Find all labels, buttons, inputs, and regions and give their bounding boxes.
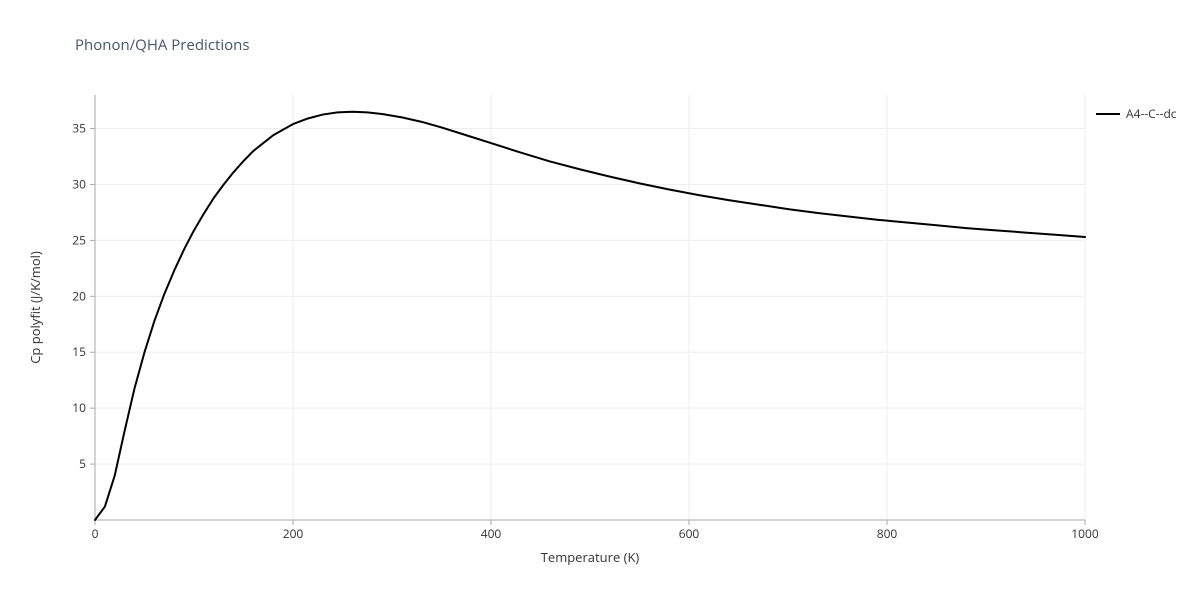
tick-label-x: 400 (481, 525, 502, 542)
tick-label-x: 800 (877, 525, 898, 542)
y-axis-title: Cp polyfit (J/K/mol) (26, 251, 44, 364)
tick-label-x: 200 (283, 525, 304, 542)
tick-label-x: 0 (92, 525, 99, 542)
tick-label-y: 35 (72, 120, 86, 137)
tick-label-y: 15 (72, 343, 86, 360)
legend-swatch (1096, 113, 1120, 115)
legend: A4--C--dc (1096, 105, 1177, 122)
tick-label-x: 600 (679, 525, 700, 542)
tick-label-y: 5 (79, 455, 86, 472)
x-axis-title: Temperature (K) (541, 548, 640, 566)
tick-label-x: 1000 (1071, 525, 1099, 542)
tick-label-y: 30 (72, 175, 86, 192)
series-line (95, 112, 1085, 520)
tick-label-y: 10 (72, 399, 86, 416)
legend-label: A4--C--dc (1126, 105, 1177, 122)
tick-label-y: 20 (72, 287, 86, 304)
chart-plot: 0 200 400 600 800 1000 5 10 15 20 25 30 35 Temperatur… (0, 0, 1200, 600)
tick-label-y: 25 (72, 231, 86, 248)
